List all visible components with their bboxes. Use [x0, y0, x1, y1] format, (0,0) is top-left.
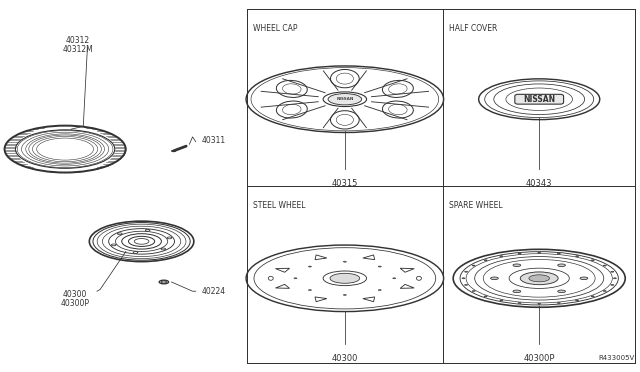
- Text: 40315: 40315: [332, 179, 358, 187]
- Text: 40300: 40300: [332, 354, 358, 363]
- Ellipse shape: [518, 302, 521, 304]
- Ellipse shape: [611, 271, 614, 272]
- Text: NISSAN: NISSAN: [336, 97, 353, 101]
- Ellipse shape: [538, 303, 541, 304]
- Ellipse shape: [472, 265, 475, 266]
- Ellipse shape: [580, 277, 588, 280]
- Ellipse shape: [500, 256, 503, 257]
- Ellipse shape: [513, 264, 521, 267]
- Text: 40312M: 40312M: [63, 45, 93, 54]
- Ellipse shape: [513, 290, 521, 293]
- Ellipse shape: [518, 253, 521, 254]
- Ellipse shape: [308, 266, 312, 267]
- Ellipse shape: [557, 253, 560, 254]
- Ellipse shape: [328, 94, 362, 105]
- Ellipse shape: [520, 272, 558, 285]
- Ellipse shape: [557, 290, 566, 293]
- Ellipse shape: [484, 296, 487, 297]
- Ellipse shape: [491, 277, 499, 280]
- Ellipse shape: [472, 291, 475, 292]
- Ellipse shape: [500, 300, 503, 301]
- Ellipse shape: [393, 278, 396, 279]
- Text: 40343: 40343: [526, 179, 552, 187]
- Text: R433005V: R433005V: [598, 355, 634, 361]
- Ellipse shape: [462, 278, 465, 279]
- Ellipse shape: [591, 296, 594, 297]
- Ellipse shape: [604, 265, 606, 266]
- Ellipse shape: [344, 261, 346, 262]
- Ellipse shape: [575, 256, 579, 257]
- Text: WHEEL CAP: WHEEL CAP: [253, 23, 298, 32]
- Ellipse shape: [613, 278, 616, 279]
- Ellipse shape: [378, 266, 381, 267]
- Ellipse shape: [378, 289, 381, 291]
- Text: STEEL WHEEL: STEEL WHEEL: [253, 201, 305, 210]
- Text: 40300: 40300: [63, 291, 87, 299]
- FancyBboxPatch shape: [515, 94, 564, 104]
- Ellipse shape: [557, 302, 560, 304]
- Ellipse shape: [330, 273, 360, 283]
- Ellipse shape: [294, 278, 297, 279]
- Ellipse shape: [591, 260, 594, 261]
- Text: 40300P: 40300P: [60, 299, 89, 308]
- Text: SPARE WHEEL: SPARE WHEEL: [449, 201, 503, 210]
- Text: 40224: 40224: [202, 287, 226, 296]
- Ellipse shape: [604, 291, 606, 292]
- Ellipse shape: [484, 260, 487, 261]
- Ellipse shape: [538, 252, 541, 253]
- Ellipse shape: [308, 289, 312, 291]
- Text: HALF COVER: HALF COVER: [449, 23, 498, 32]
- Ellipse shape: [465, 271, 468, 272]
- Ellipse shape: [529, 275, 550, 282]
- Ellipse shape: [575, 300, 579, 301]
- Ellipse shape: [557, 264, 566, 267]
- Text: NISSAN: NISSAN: [523, 95, 556, 104]
- Text: 40312: 40312: [66, 36, 90, 45]
- Text: 40311: 40311: [202, 137, 226, 145]
- Text: 40300P: 40300P: [524, 354, 555, 363]
